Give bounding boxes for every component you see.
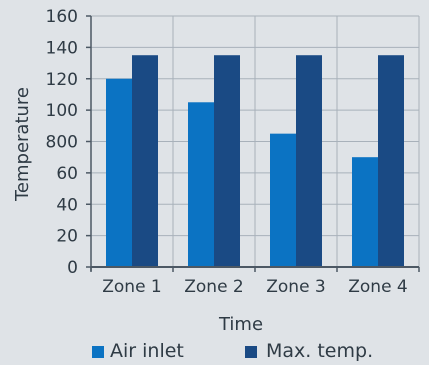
- bar-max-temp-zone-2: [214, 55, 240, 267]
- y-tick-label: 20: [56, 227, 78, 247]
- bar-max-temp-zone-3: [296, 55, 322, 267]
- legend: Air inlet Max. temp.: [92, 340, 373, 362]
- legend-label-air-inlet: Air inlet: [110, 340, 184, 362]
- x-tick-label: Zone 3: [266, 277, 326, 297]
- legend-swatch-max-temp: [245, 346, 257, 358]
- y-tick-label: 160: [46, 7, 78, 27]
- bar-air-inlet-zone-2: [188, 102, 214, 267]
- y-tick-label: 120: [46, 70, 78, 90]
- y-tick-label: 140: [46, 38, 78, 58]
- axes: [86, 15, 420, 272]
- y-tick-label: 0: [67, 258, 78, 278]
- x-tick-label: Zone 2: [184, 277, 244, 297]
- y-tick-label: 100: [46, 101, 78, 121]
- bar-air-inlet-zone-1: [106, 78, 132, 267]
- y-tick-label: 60: [56, 164, 78, 184]
- tick-labels: 0 20 40 60 800 100 120 140 160 Zone 1 Zone 2 Zone 3…: [46, 7, 408, 297]
- bar-air-inlet-zone-4: [352, 157, 378, 267]
- y-tick-label: 40: [56, 195, 78, 215]
- x-tick-label: Zone 1: [102, 277, 162, 297]
- x-tick-label: Zone 4: [348, 277, 408, 297]
- legend-label-max-temp: Max. temp.: [266, 340, 373, 362]
- x-axis-label: Time: [218, 314, 263, 335]
- bar-max-temp-zone-1: [132, 55, 158, 267]
- y-tick-label: 800: [46, 133, 78, 153]
- legend-swatch-air-inlet: [92, 346, 104, 358]
- bar-marks: [106, 55, 404, 267]
- bar-air-inlet-zone-3: [270, 133, 296, 267]
- y-axis-label: Temperature: [12, 87, 33, 202]
- bar-max-temp-zone-4: [378, 55, 404, 267]
